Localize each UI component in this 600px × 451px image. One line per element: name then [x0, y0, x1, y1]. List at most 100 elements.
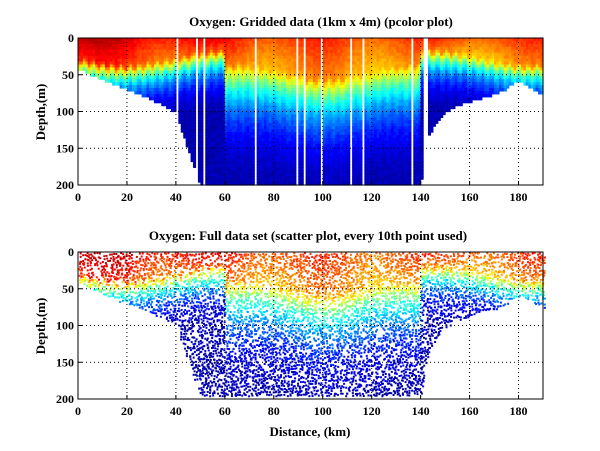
pcolor-cell [131, 70, 135, 74]
pcolor-cell [339, 73, 343, 77]
pcolor-cell [352, 132, 356, 136]
pcolor-cell [273, 58, 277, 63]
pcolor-cell [266, 170, 270, 174]
pcolor-cell [312, 155, 316, 160]
pcolor-cell [388, 79, 392, 83]
pcolor-cell [332, 76, 336, 80]
pcolor-cell [134, 87, 138, 92]
pcolor-cell [325, 61, 329, 66]
pcolor-cell [339, 164, 343, 168]
pcolor-cell [153, 55, 157, 60]
pcolor-cell [210, 43, 214, 48]
pcolor-cell [383, 132, 387, 136]
pcolor-cell [126, 70, 130, 74]
pcolor-cell [278, 173, 282, 177]
pcolor-cell [334, 38, 339, 42]
pcolor-cell [212, 135, 216, 139]
pcolor-cell [112, 61, 116, 66]
pcolor-cell [107, 61, 111, 66]
pcolor-cell [151, 61, 155, 66]
pcolor-cell [109, 64, 113, 68]
pcolor-cell [364, 90, 368, 95]
pcolor-cell [322, 140, 326, 145]
pcolor-cell [337, 167, 341, 171]
pcolor-cell [300, 90, 304, 95]
pcolor-cell [241, 182, 246, 186]
pcolor-cell [376, 58, 380, 63]
pcolor-cell [156, 58, 160, 63]
pcolor-cell [359, 176, 363, 180]
pcolor-cell [276, 64, 280, 68]
pcolor-cell [153, 49, 157, 54]
pcolor-cell [388, 40, 392, 45]
pcolor-cell [298, 179, 302, 183]
pcolor-cell [371, 67, 375, 71]
pcolor-cell [354, 140, 358, 145]
pcolor-cell [124, 82, 128, 86]
pcolor-cell [403, 123, 407, 127]
pcolor-cell [337, 105, 341, 110]
pcolor-cell [261, 58, 265, 63]
pcolor-cell [393, 143, 397, 148]
pcolor-cell [229, 140, 233, 145]
pcolor-cell [339, 182, 343, 186]
pcolor-cell [398, 55, 402, 60]
pcolor-cell [327, 93, 331, 98]
pcolor-cell [325, 161, 329, 166]
pcolor-cell [357, 129, 361, 133]
pcolor-cell [212, 143, 216, 148]
pcolor-cell [122, 61, 126, 66]
pcolor-cell [210, 170, 214, 174]
pcolor-cell [405, 70, 409, 74]
pcolor-cell [239, 143, 243, 148]
pcolor-cell [200, 96, 204, 101]
pcolor-cell [317, 161, 321, 166]
pcolor-cell [322, 123, 326, 127]
pcolor-cell [266, 99, 270, 104]
pcolor-cell [347, 64, 351, 68]
pcolor-cell [210, 38, 214, 42]
pcolor-cell [215, 173, 219, 177]
pcolor-cell [156, 43, 160, 48]
pcolor-cell [315, 120, 319, 124]
pcolor-cell [278, 120, 282, 124]
pcolor-cell [178, 43, 182, 48]
pcolor-cell [153, 85, 157, 89]
pcolor-cell [288, 46, 292, 51]
pcolor-cell [210, 176, 214, 180]
pcolor-cell [168, 64, 172, 68]
pcolor-cell [386, 173, 390, 177]
pcolor-cell [266, 49, 270, 54]
pcolor-cell [371, 102, 375, 107]
pcolor-cell [325, 82, 329, 86]
pcolor-cell [317, 173, 321, 177]
pcolor-cell [168, 40, 172, 45]
pcolor-cell [241, 161, 246, 166]
pcolor-cell [359, 90, 363, 95]
pcolor-cell [185, 52, 189, 57]
pcolor-cell [371, 161, 375, 166]
pcolor-cell [374, 38, 378, 42]
pcolor-cell [290, 182, 294, 186]
pcolor-cell [371, 96, 375, 101]
pcolor-cell [315, 40, 319, 45]
pcolor-cell [205, 117, 209, 121]
pcolor-cell [222, 114, 226, 118]
pcolor-cell [227, 49, 231, 54]
pcolor-cell [305, 120, 309, 124]
pcolor-cell [153, 64, 157, 68]
pcolor-cell [396, 152, 400, 157]
pcolor-cell [259, 76, 263, 80]
pcolor-cell [261, 164, 265, 168]
pcolor-cell [210, 111, 214, 116]
pcolor-cell [334, 61, 339, 66]
pcolor-cell [234, 117, 238, 121]
pcolor-cell [286, 164, 290, 168]
pcolor-cell [401, 117, 405, 121]
pcolor-cell [273, 96, 277, 101]
pcolor-cell [383, 117, 387, 121]
pcolor-cell [207, 161, 211, 166]
pcolor-cell [357, 120, 361, 124]
pcolor-cell [249, 90, 253, 95]
pcolor-cell [359, 167, 363, 171]
